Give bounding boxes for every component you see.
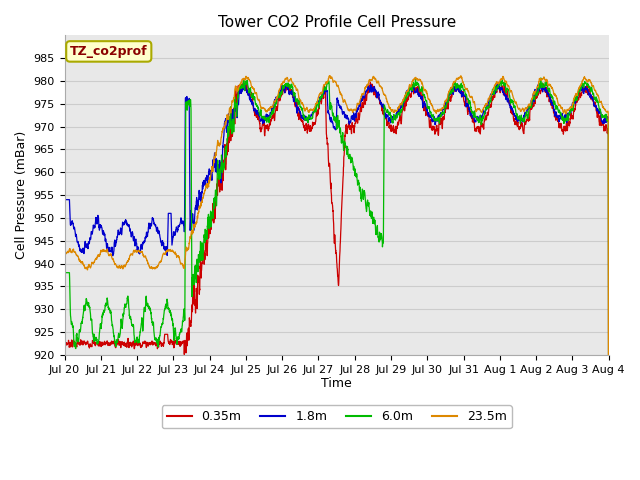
Y-axis label: Cell Pressure (mBar): Cell Pressure (mBar) (15, 131, 28, 259)
X-axis label: Time: Time (321, 377, 352, 390)
Title: Tower CO2 Profile Cell Pressure: Tower CO2 Profile Cell Pressure (218, 15, 456, 30)
Legend: 0.35m, 1.8m, 6.0m, 23.5m: 0.35m, 1.8m, 6.0m, 23.5m (161, 406, 512, 429)
Text: TZ_co2prof: TZ_co2prof (70, 45, 148, 58)
